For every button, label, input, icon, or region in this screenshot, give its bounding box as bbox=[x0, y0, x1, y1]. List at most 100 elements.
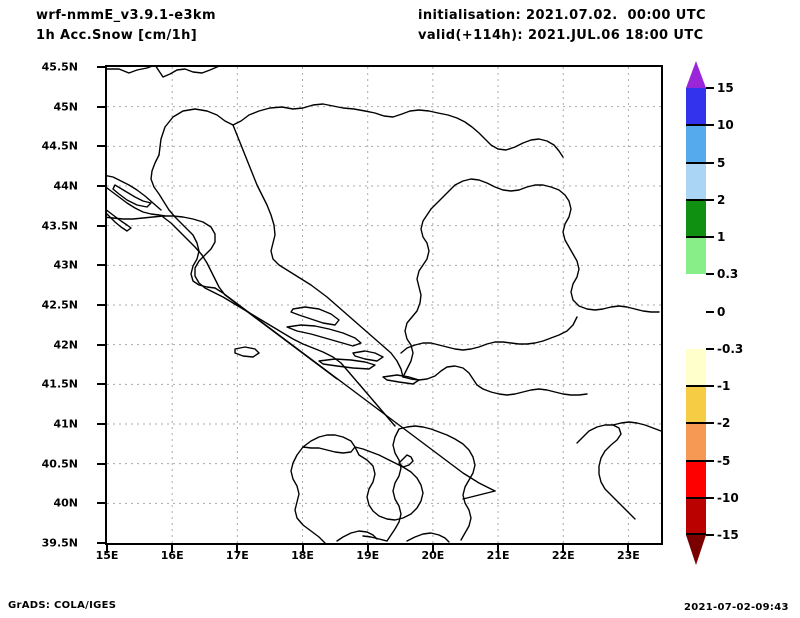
y-axis-tick-mark bbox=[97, 383, 105, 386]
colorbar-band bbox=[686, 311, 706, 349]
colorbar-band bbox=[686, 274, 706, 312]
y-axis-tick-mark bbox=[97, 66, 105, 68]
generation-timestamp-label: 2021-07-02-09:43 bbox=[684, 602, 789, 613]
y-axis-tick-mark bbox=[97, 502, 105, 505]
x-axis-tick-mark bbox=[171, 545, 174, 553]
x-axis-tick-mark bbox=[301, 545, 304, 553]
grads-credit-label: GrADS: COLA/IGES bbox=[8, 600, 117, 611]
y-axis-tick-label: 43N bbox=[53, 258, 78, 272]
colorbar-tick-label: -2 bbox=[717, 416, 731, 431]
colorbar-tick-mark bbox=[706, 385, 714, 387]
colorbar-under-arrow-icon bbox=[686, 535, 706, 565]
header-right-block: initialisation: 2021.07.02. 00:00 UTC va… bbox=[418, 6, 706, 46]
colorbar-tick-label: 5 bbox=[717, 155, 726, 170]
colorbar-separator bbox=[686, 533, 706, 535]
y-axis-tick-mark bbox=[97, 224, 105, 227]
valid-time-label: valid(+114h): 2021.JUL.06 18:00 UTC bbox=[418, 28, 704, 43]
colorbar-tick-label: 0 bbox=[717, 304, 726, 319]
x-axis-tick-label: 15E bbox=[95, 549, 119, 562]
colorbar-tick-label: 2 bbox=[717, 192, 726, 207]
x-axis-tick-mark bbox=[497, 545, 500, 553]
x-axis-tick-mark bbox=[431, 545, 434, 553]
y-axis-tick-label: 44N bbox=[53, 179, 78, 193]
colorbar-tick-mark bbox=[706, 459, 714, 462]
y-axis-tick-mark bbox=[97, 105, 105, 108]
colorbar-tick-label: -1 bbox=[717, 379, 731, 393]
colorbar-tick-label: -15 bbox=[717, 528, 739, 542]
colorbar-band bbox=[686, 125, 706, 163]
x-axis-tick-mark bbox=[627, 545, 630, 553]
y-axis-tick-label: 42N bbox=[53, 338, 78, 352]
y-axis-tick-mark bbox=[97, 264, 105, 267]
colorbar-separator bbox=[686, 459, 706, 462]
x-axis-tick-label: 21E bbox=[486, 549, 510, 562]
colorbar-tick-mark bbox=[706, 496, 714, 499]
gridlines-layer bbox=[107, 67, 661, 543]
x-axis-tick-label: 23E bbox=[616, 549, 640, 562]
y-axis-tick-mark bbox=[97, 185, 105, 187]
y-axis-tick-label: 41.5N bbox=[41, 377, 78, 391]
colorbar-separator bbox=[686, 198, 706, 201]
colorbar-separator bbox=[686, 161, 706, 164]
x-axis-tick-label: 17E bbox=[225, 549, 249, 562]
colorbar-tick-mark bbox=[706, 161, 714, 164]
y-axis-tick-label: 42.5N bbox=[41, 298, 78, 312]
x-axis-tick-label: 16E bbox=[160, 549, 184, 562]
colorbar-band bbox=[686, 460, 706, 498]
colorbar-tick-mark bbox=[706, 310, 714, 313]
colorbar-tick-mark bbox=[706, 347, 714, 350]
colorbar-over-arrow-icon bbox=[686, 61, 706, 88]
colorbar-tick-mark bbox=[706, 236, 714, 238]
y-axis-tick-mark bbox=[97, 145, 105, 148]
y-axis-tick-mark bbox=[97, 343, 105, 346]
colorbar-separator bbox=[686, 236, 706, 238]
x-axis-tick-label: 19E bbox=[356, 549, 380, 562]
colorbar-tick-label: 0.3 bbox=[717, 267, 739, 282]
colorbar-tick-mark bbox=[706, 124, 714, 127]
x-axis-tick-mark bbox=[236, 545, 239, 553]
y-axis-tick-label: 40N bbox=[53, 496, 78, 510]
colorbar-band bbox=[686, 199, 706, 237]
colorbar-separator bbox=[686, 496, 706, 499]
header-left-block: wrf-nmmE_v3.9.1-e3km 1h Acc.Snow [cm/1h] bbox=[36, 6, 216, 46]
y-axis-tick-mark bbox=[97, 462, 105, 465]
initialisation-label: initialisation: 2021.07.02. 00:00 UTC bbox=[418, 8, 706, 23]
colorbar-band bbox=[686, 423, 706, 461]
y-axis-tick-label: 44.5N bbox=[41, 139, 78, 153]
colorbar-band bbox=[686, 162, 706, 200]
colorbar-tick-mark bbox=[706, 198, 714, 201]
model-name-label: wrf-nmmE_v3.9.1-e3km bbox=[36, 8, 216, 23]
colorbar-tick-mark bbox=[706, 534, 714, 536]
colorbar-tick-label: 10 bbox=[717, 118, 734, 133]
colorbar-band bbox=[686, 386, 706, 424]
variable-name-label: 1h Acc.Snow [cm/1h] bbox=[36, 28, 198, 43]
colorbar-tick-label: 1 bbox=[717, 230, 726, 244]
colorbar-separator bbox=[686, 385, 706, 387]
colorbar-tick-mark bbox=[706, 273, 714, 276]
x-axis-tick-mark bbox=[106, 545, 108, 553]
y-axis-tick-mark bbox=[97, 423, 105, 425]
colorbar-band bbox=[686, 237, 706, 275]
colorbar-separator bbox=[686, 124, 706, 127]
colorbar-tick-label: -0.3 bbox=[717, 341, 744, 356]
y-axis-tick-mark bbox=[97, 542, 105, 544]
colorbar-tick-mark bbox=[706, 422, 714, 425]
x-axis-tick-mark bbox=[366, 545, 369, 553]
colorbar-band bbox=[686, 88, 706, 126]
colorbar-band bbox=[686, 497, 706, 535]
colorbar: 15 10 5 2 1 0.3 0 -0.3 -1 -2 -5 -10 -15 bbox=[686, 61, 743, 565]
coastline-border-layer bbox=[107, 67, 661, 543]
x-axis-tick-label: 20E bbox=[421, 549, 445, 562]
y-axis-tick-label: 40.5N bbox=[41, 457, 78, 471]
y-axis-tick-label: 39.5N bbox=[41, 536, 78, 550]
colorbar-tick-label: 15 bbox=[717, 81, 734, 95]
snow-field-layer bbox=[107, 67, 661, 543]
y-axis-tick-mark bbox=[97, 304, 105, 306]
x-axis-tick-mark bbox=[562, 545, 565, 553]
colorbar-tick-mark bbox=[706, 87, 714, 89]
x-axis-tick-label: 18E bbox=[291, 549, 314, 562]
x-axis-tick-label: 22E bbox=[551, 549, 575, 562]
colorbar-band bbox=[686, 348, 706, 386]
map-plot-area bbox=[105, 65, 663, 545]
y-axis-tick-label: 45N bbox=[53, 100, 78, 114]
